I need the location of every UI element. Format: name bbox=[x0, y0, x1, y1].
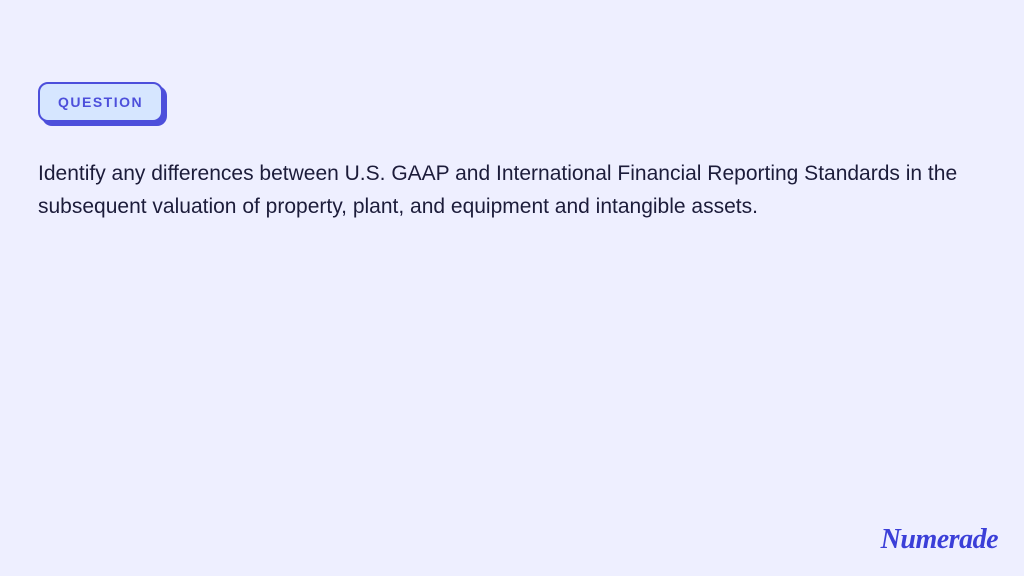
brand-logo: Numerade bbox=[881, 524, 998, 556]
content-container: QUESTION Identify any differences betwee… bbox=[0, 0, 1024, 223]
question-badge-wrapper: QUESTION bbox=[38, 82, 163, 122]
question-badge: QUESTION bbox=[38, 82, 163, 122]
badge-label: QUESTION bbox=[58, 94, 143, 110]
question-text: Identify any differences between U.S. GA… bbox=[38, 158, 986, 223]
